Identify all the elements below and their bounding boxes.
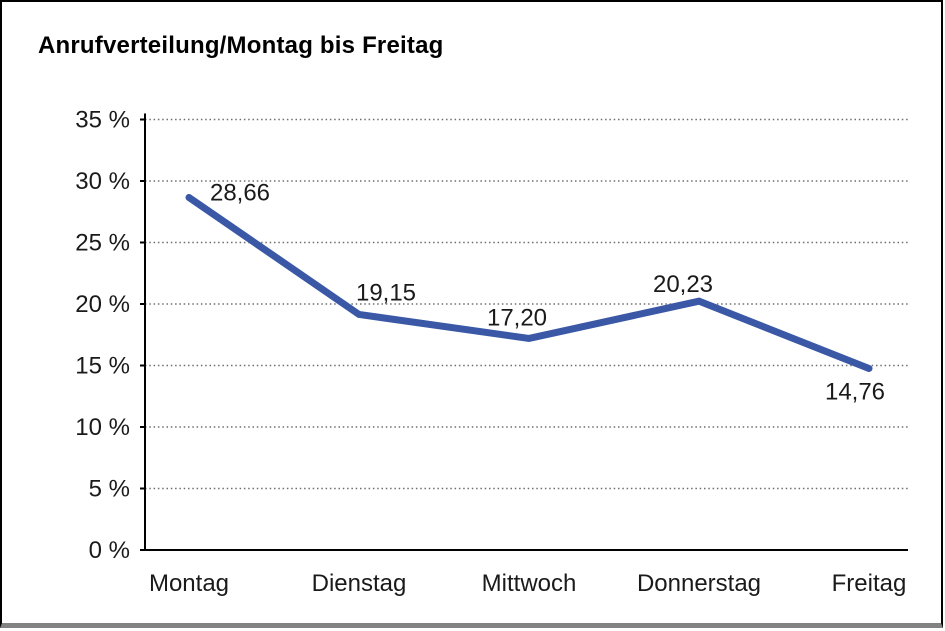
x-axis-label: Donnerstag — [637, 570, 761, 597]
y-tick-label: 35 % — [75, 107, 130, 134]
chart-title: Anrufverteilung/Montag bis Freitag — [38, 32, 444, 59]
x-axis-label: Dienstag — [312, 570, 407, 597]
x-axis-labels: Montag Dienstag Mittwoch Donnerstag Freitag — [149, 570, 906, 597]
x-axis-label: Mittwoch — [482, 570, 577, 597]
y-tick-label: 0 % — [89, 537, 130, 564]
y-tick-label: 20 % — [75, 291, 130, 318]
data-point-label: 19,15 — [356, 279, 416, 306]
data-point-label: 17,20 — [487, 304, 547, 331]
y-axis-labels: 0 % 5 % 10 % 15 % 20 % 25 % 30 % 35 % — [75, 107, 130, 565]
y-tick-label: 15 % — [75, 353, 130, 380]
y-tick-label: 30 % — [75, 168, 130, 195]
y-tick-label: 10 % — [75, 414, 130, 441]
data-point-label: 20,23 — [653, 271, 713, 298]
data-point-label: 28,66 — [210, 179, 270, 206]
data-point-labels: 28,66 19,15 17,20 20,23 14,76 — [210, 179, 885, 405]
data-series-line — [185, 193, 873, 372]
x-axis-label: Montag — [149, 570, 229, 597]
y-tick-label: 25 % — [75, 230, 130, 257]
y-tick-label: 5 % — [89, 476, 130, 503]
x-axis-label: Freitag — [832, 570, 907, 597]
data-point-label: 14,76 — [825, 378, 885, 405]
